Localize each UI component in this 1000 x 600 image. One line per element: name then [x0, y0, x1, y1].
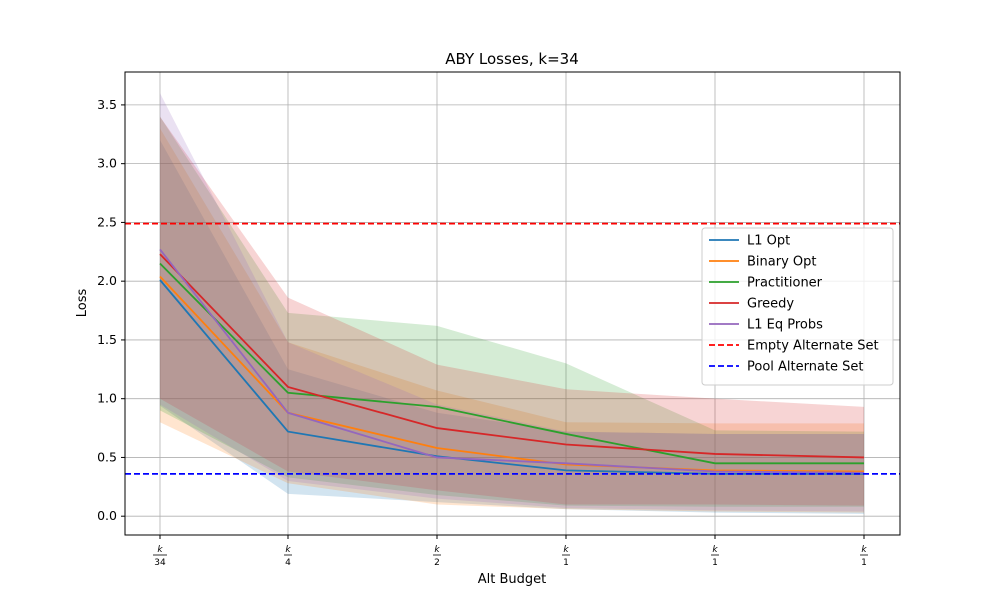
y-tick-label: 3.5	[97, 97, 117, 112]
legend-label: Binary Opt	[747, 255, 817, 270]
series-line	[159, 248, 865, 474]
x-tick-numerator: k	[157, 545, 163, 555]
x-tick-numerator: k	[563, 545, 569, 555]
x-tick-label: k4	[284, 545, 292, 568]
series-band	[160, 116, 864, 506]
series-line	[159, 275, 865, 473]
x-tick-denominator: 1	[712, 558, 718, 568]
y-tick-label: 2.0	[97, 273, 117, 288]
x-tick-denominator: 34	[154, 558, 166, 568]
y-tick-label: 0.0	[97, 508, 117, 523]
y-axis-label: Loss	[75, 289, 90, 318]
y-tick-label: 0.5	[97, 449, 117, 464]
x-axis-label: Alt Budget	[478, 572, 547, 587]
series-line	[159, 262, 864, 465]
series-band	[160, 128, 864, 513]
legend-label: L1 Eq Probs	[747, 318, 823, 333]
y-tick-label: 1.5	[97, 332, 117, 347]
series-line	[159, 253, 865, 459]
y-tick-label: 3.0	[97, 156, 117, 171]
series-band	[160, 140, 864, 514]
x-tick-label: k1	[711, 545, 719, 568]
legend-label: Empty Alternate Set	[747, 339, 879, 354]
x-tick-label: k1	[562, 545, 570, 568]
x-tick-denominator: 4	[285, 558, 291, 568]
legend-label: Pool Alternate Set	[747, 360, 864, 375]
legend: L1 Opt Binary Opt Practitioner Greedy L1 Eq …	[701, 227, 894, 386]
x-tick-label: k2	[433, 545, 441, 568]
x-tick-denominator: 1	[563, 558, 569, 568]
x-tick-label: k1	[860, 545, 868, 568]
legend-box	[701, 227, 894, 386]
legend-label: L1 Opt	[747, 234, 790, 249]
x-tick-numerator: k	[861, 545, 867, 555]
legend-label: Greedy	[747, 297, 794, 312]
series-band	[160, 116, 864, 507]
chart-title: ABY Losses, k=34	[445, 50, 578, 68]
y-tick-label: 2.5	[97, 214, 117, 229]
x-tick-denominator: 2	[434, 558, 440, 568]
x-tick-numerator: k	[434, 545, 440, 555]
x-tick-numerator: k	[285, 545, 291, 555]
x-tick-numerator: k	[712, 545, 718, 555]
x-tick-label: k 34	[153, 545, 167, 568]
axes-frame	[124, 71, 901, 536]
legend-label: Practitioner	[747, 276, 823, 291]
x-tick-denominator: 1	[861, 558, 867, 568]
y-tick-label: 1.0	[97, 391, 117, 406]
series-band	[160, 93, 864, 512]
